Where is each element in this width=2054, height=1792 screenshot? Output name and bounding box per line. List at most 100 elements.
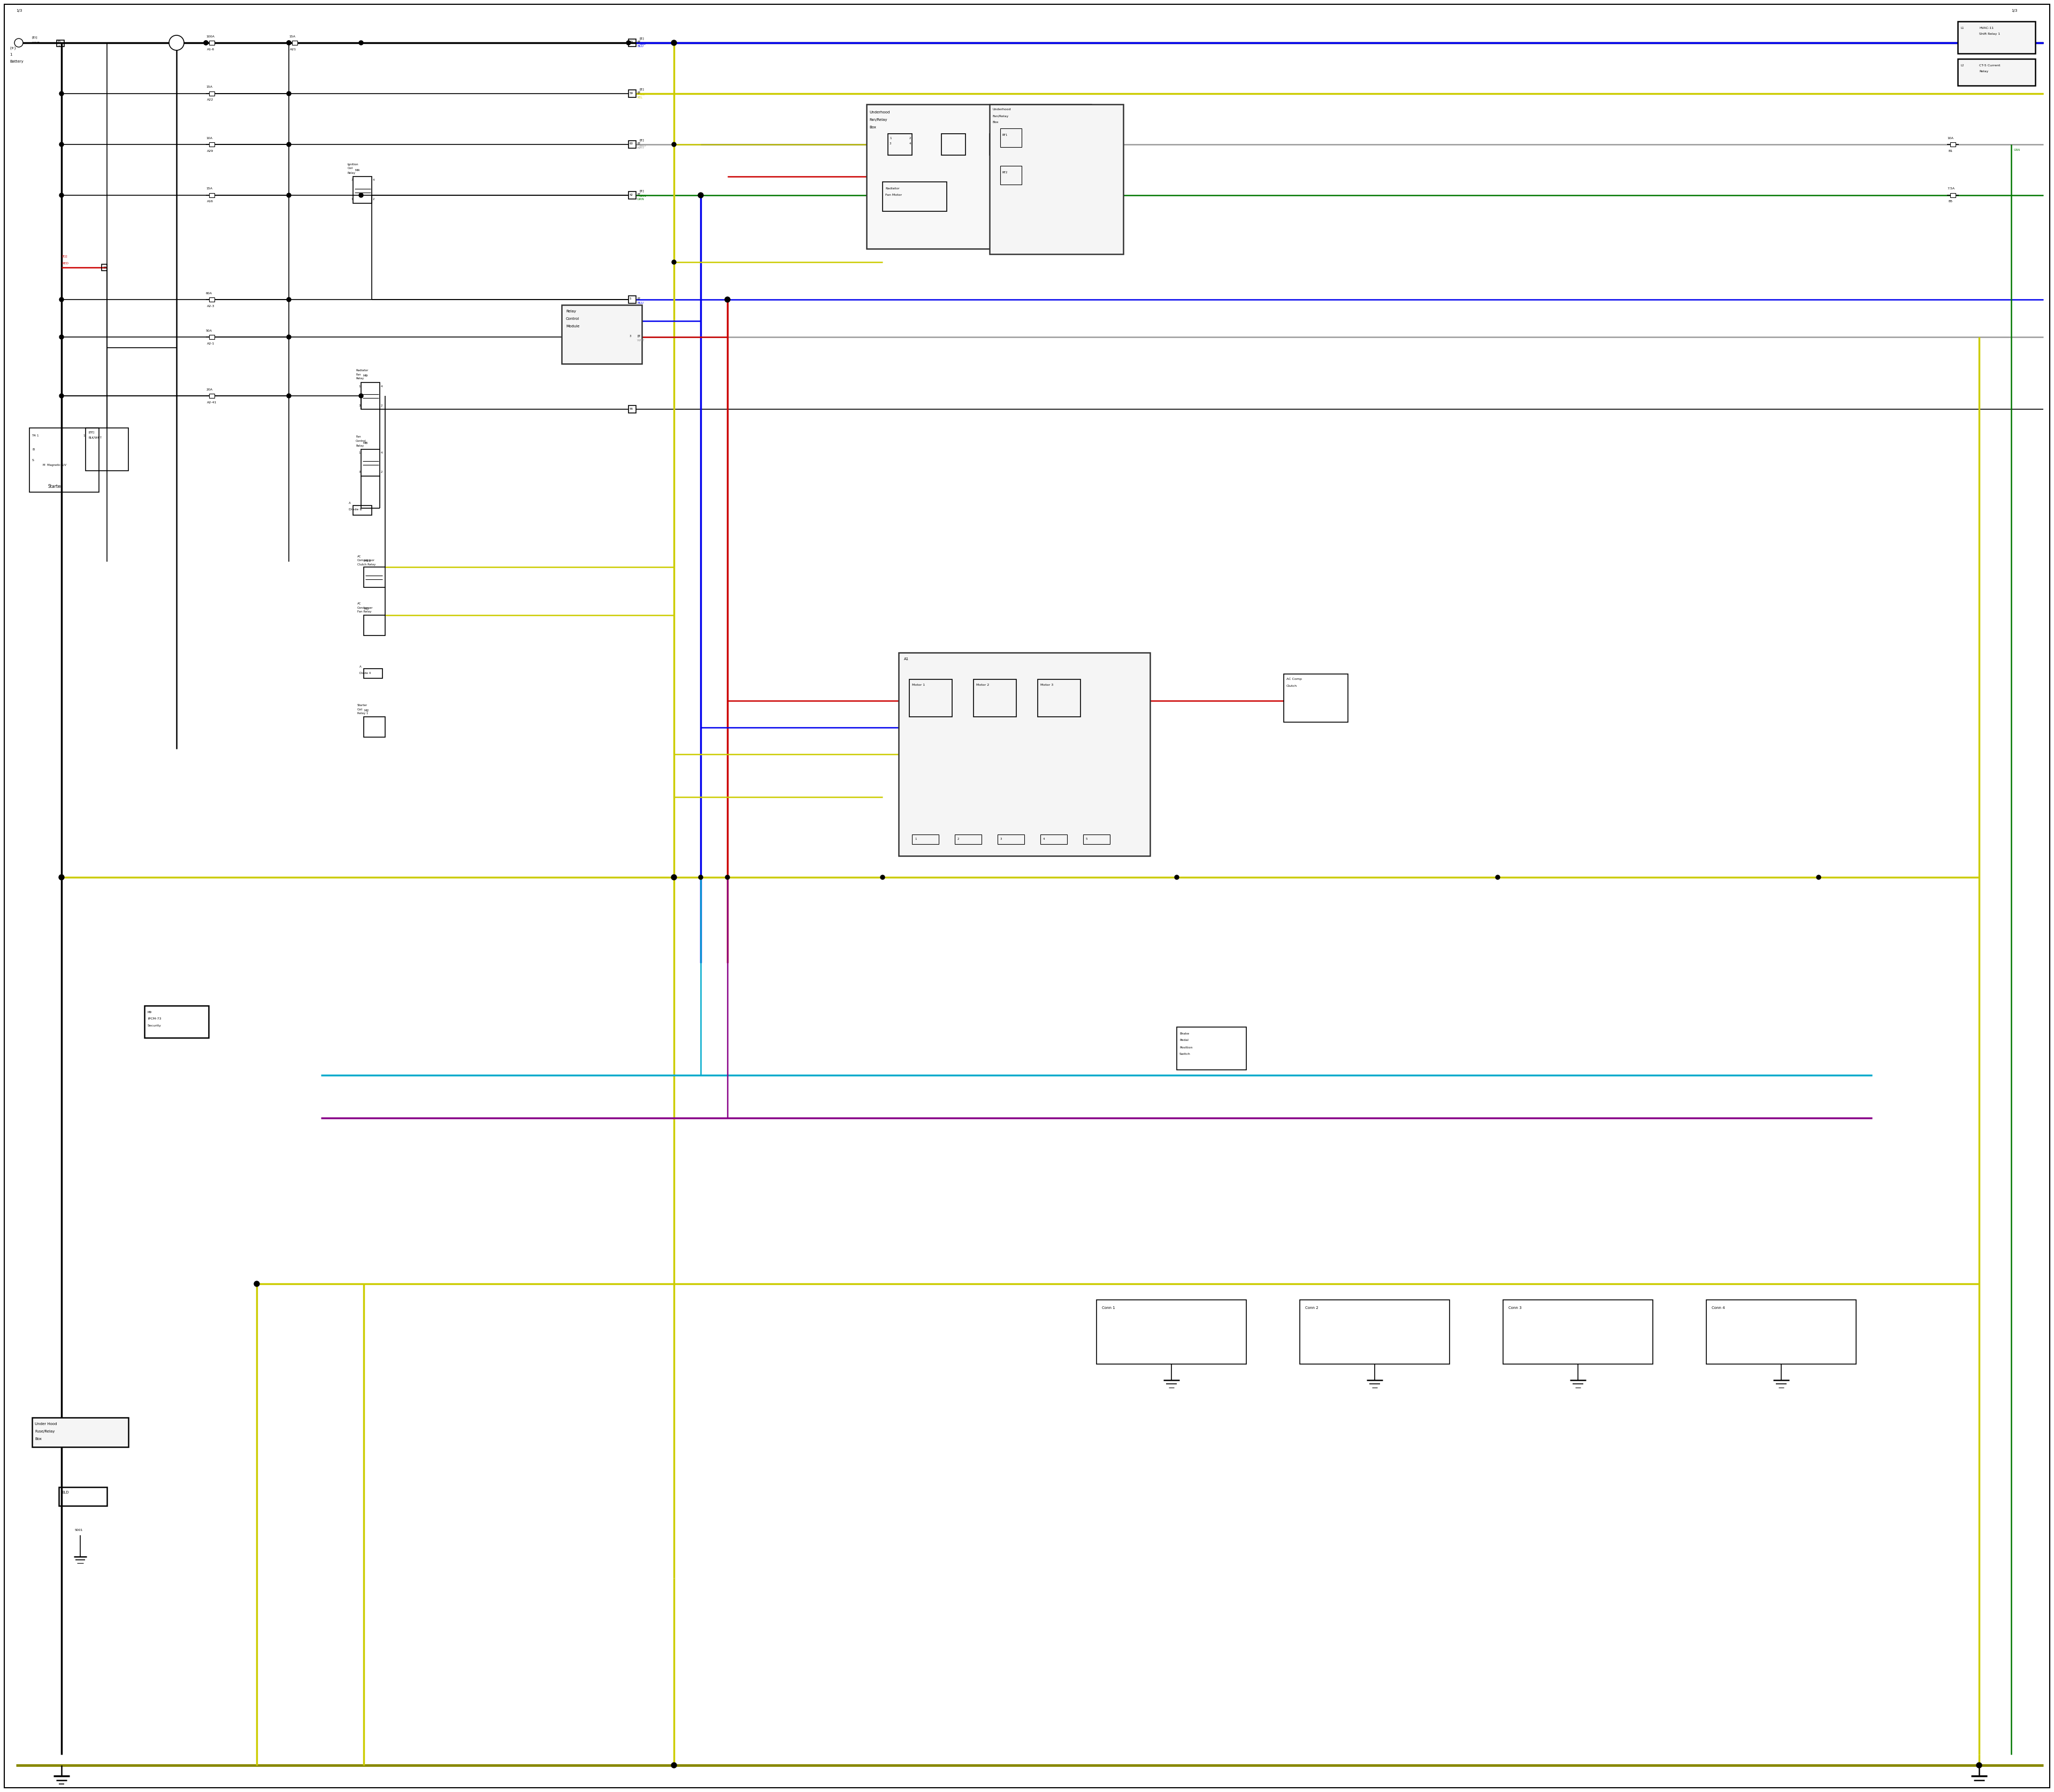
Text: GRN: GRN [639, 195, 647, 197]
Text: BLK/WHT: BLK/WHT [88, 435, 101, 439]
Text: [E]: [E] [639, 88, 643, 91]
Text: Conn 3: Conn 3 [1508, 1306, 1522, 1310]
Text: A1: A1 [904, 658, 910, 661]
Bar [990, 134, 1013, 156]
Text: GRN: GRN [2013, 149, 2021, 151]
Bar [353, 177, 372, 202]
Text: RED: RED [62, 262, 68, 265]
Text: Brake: Brake [1179, 1032, 1189, 1034]
Text: [E: [E [637, 142, 641, 145]
Circle shape [168, 36, 185, 50]
Text: Radiator: Radiator [885, 186, 900, 190]
Text: 42: 42 [631, 194, 633, 195]
Text: Conn 1: Conn 1 [1101, 1306, 1115, 1310]
Text: S: S [33, 459, 35, 461]
Text: 4A: 4A [631, 407, 633, 410]
Bar [990, 104, 1124, 254]
Text: Fan Relay: Fan Relay [357, 611, 372, 613]
Bar [86, 428, 127, 471]
Bar [887, 134, 912, 156]
Text: T1: T1 [58, 41, 62, 43]
Bar [364, 717, 386, 737]
Text: CT-5 Current: CT-5 Current [1980, 65, 2001, 66]
Text: Compressor: Compressor [357, 559, 376, 563]
Circle shape [288, 91, 292, 95]
Text: Starter: Starter [357, 704, 368, 706]
Text: A22: A22 [207, 99, 214, 102]
Text: Underhood: Underhood [992, 108, 1011, 111]
Text: Battery: Battery [10, 59, 23, 63]
Text: Security: Security [148, 1025, 162, 1027]
Text: B: B [33, 448, 35, 450]
Bar [210, 194, 214, 197]
Circle shape [255, 1281, 259, 1287]
Text: Control: Control [567, 317, 579, 321]
Bar [101, 263, 107, 271]
Text: Module: Module [567, 324, 579, 328]
Bar [1504, 1299, 1653, 1364]
Text: [EJ]: [EJ] [62, 256, 68, 258]
Text: 60: 60 [631, 143, 633, 145]
Text: Relay: Relay [355, 444, 364, 446]
Circle shape [698, 874, 702, 880]
Text: 15A: 15A [205, 188, 212, 190]
Text: M4: M4 [355, 168, 359, 172]
Bar [292, 41, 298, 45]
Bar [900, 652, 1150, 857]
Text: HVAC-11: HVAC-11 [1980, 27, 1994, 29]
Circle shape [698, 192, 702, 197]
Circle shape [359, 194, 364, 197]
Text: WHT: WHT [33, 41, 39, 45]
Text: Coil: Coil [357, 708, 364, 711]
Circle shape [288, 297, 292, 301]
Text: [E]: [E] [639, 138, 643, 142]
Bar [629, 142, 637, 149]
Text: Conn 4: Conn 4 [1711, 1306, 1725, 1310]
Text: S001: S001 [74, 1529, 82, 1530]
Bar [1082, 835, 1109, 844]
Text: Diode 4: Diode 4 [359, 672, 372, 674]
Text: WHT: WHT [637, 339, 645, 342]
Bar [362, 450, 380, 477]
Circle shape [60, 394, 64, 398]
Text: [E]: [E] [639, 38, 643, 39]
Bar [629, 39, 637, 47]
Text: RF2: RF2 [1002, 170, 1006, 174]
Text: Fan Motor: Fan Motor [885, 194, 902, 195]
Bar [561, 305, 641, 364]
Text: M11: M11 [364, 559, 372, 563]
Bar [29, 428, 99, 493]
Text: Relay 1: Relay 1 [357, 711, 368, 715]
Circle shape [725, 874, 729, 880]
Circle shape [626, 41, 631, 45]
Circle shape [725, 297, 729, 303]
Bar [58, 39, 64, 47]
Bar [941, 134, 965, 156]
Text: M3: M3 [364, 607, 370, 609]
Circle shape [1816, 874, 1820, 880]
Circle shape [14, 38, 23, 47]
Bar [955, 835, 982, 844]
Bar [1957, 59, 2036, 86]
Text: 60A: 60A [205, 292, 212, 294]
Text: [EE]: [EE] [88, 430, 94, 434]
Text: M2: M2 [364, 710, 370, 711]
Circle shape [359, 394, 364, 398]
Bar [1300, 1299, 1450, 1364]
Text: 15A: 15A [290, 36, 296, 38]
Circle shape [672, 142, 676, 147]
Bar [362, 382, 380, 409]
Text: M8: M8 [364, 441, 368, 444]
Bar [210, 297, 214, 301]
Bar [210, 91, 214, 95]
Bar [1957, 22, 2036, 54]
Text: A21: A21 [290, 48, 296, 50]
Text: Ignition: Ignition [347, 163, 359, 165]
Text: GRN: GRN [637, 197, 645, 201]
Text: 59: 59 [631, 91, 633, 95]
Bar [364, 615, 386, 636]
Text: B5: B5 [1947, 201, 1953, 202]
Bar [629, 333, 637, 340]
Text: 59: 59 [631, 41, 633, 43]
Text: Coil: Coil [347, 167, 353, 170]
